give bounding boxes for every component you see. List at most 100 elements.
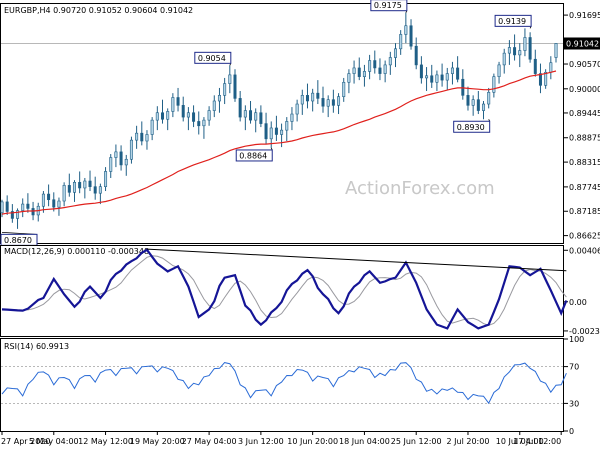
candle-body (399, 34, 403, 50)
rsi-panel-frame (0, 338, 564, 432)
candle-body (26, 203, 30, 209)
watermark: ActionForex.com (345, 178, 495, 199)
x-tick-label: 27 Apr 2020 (1, 437, 50, 446)
annotation-label: 0.9175 (374, 1, 402, 10)
candle-body (197, 121, 201, 127)
price-y-tick-label: 0.88875 (569, 134, 600, 143)
candle-body (373, 60, 377, 69)
candle-body (538, 73, 542, 86)
price-annotations: 0.8670 0.9054 0.8864 0.9175 0.8930 0.9139 (0, 0, 532, 246)
candle-body (492, 76, 496, 93)
candle-body (321, 98, 325, 107)
x-tick-label: 25 Jun 12:00 (391, 437, 442, 446)
candles (0, 12, 558, 229)
candle-body (295, 103, 299, 115)
candle-body (554, 43, 558, 58)
rsi-levels (1, 366, 563, 404)
x-tick-label: 10 Jun 20:00 (287, 437, 338, 446)
price-y-axis: 0.91695 0.90570 0.90000 0.89445 0.88875 0.883… (564, 11, 600, 241)
candle-body (150, 119, 154, 135)
current-price-marker: 0.91042 (564, 37, 600, 50)
candle-body (280, 129, 284, 135)
rsi-panel: RSI(14) 60.9913 100 70 30 0 (0, 335, 584, 436)
x-tick-label: 17 Jul 12:00 (513, 437, 561, 446)
price-y-tick-label: 0.91695 (569, 11, 600, 20)
candle-body (445, 73, 449, 81)
candle-body (450, 67, 454, 74)
candle-body (425, 75, 429, 79)
candle-body (78, 182, 82, 189)
candle-body (0, 201, 4, 214)
price-panel-header: EURGBP,H4 0.90720 0.91052 0.90604 0.9104… (4, 6, 193, 15)
candle-body (72, 182, 76, 193)
candle-body (331, 99, 335, 106)
candle-body (129, 139, 133, 160)
macd-signal-line (1, 255, 567, 326)
candle-body (145, 134, 149, 142)
rsi-line (1, 362, 567, 405)
candle-body (259, 112, 263, 124)
candle-body (109, 157, 113, 172)
annotation-label: 0.8670 (4, 236, 32, 245)
candle-body (419, 64, 423, 79)
candle-body (228, 74, 232, 84)
candle-body (368, 60, 372, 72)
price-y-tick-label: 0.89445 (569, 109, 600, 118)
candle-body (497, 64, 501, 77)
candle-body (518, 50, 522, 56)
candle-body (466, 95, 470, 106)
x-tick-label: 19 May 20:00 (130, 437, 185, 446)
candle-body (155, 112, 159, 121)
candle-body (124, 158, 128, 166)
candle-body (104, 171, 108, 187)
candle-body (98, 186, 102, 194)
x-tick-label: 18 Jun 04:00 (339, 437, 390, 446)
candle-body (456, 67, 460, 80)
candle-body (10, 211, 14, 219)
candle-body (254, 112, 258, 121)
candle-body (378, 67, 382, 74)
candle-body (119, 151, 123, 166)
candle-body (337, 96, 341, 106)
macd-y-tick-label: 0.004062 (569, 246, 600, 255)
candle-body (212, 100, 216, 111)
annotation-box (453, 120, 491, 133)
candle-body (352, 67, 356, 74)
macd-line (1, 248, 568, 330)
candle-body (513, 47, 517, 56)
candle-body (544, 71, 548, 86)
price-y-tick-label: 0.86625 (569, 232, 600, 241)
candle-body (233, 74, 237, 99)
candle-body (404, 25, 408, 35)
rsi-y-tick-label: 100 (569, 335, 584, 344)
rsi-y-axis: 100 70 30 0 (564, 335, 584, 436)
x-tick-label: 12 May 12:00 (78, 437, 133, 446)
price-y-tick-label: 0.90570 (569, 60, 600, 69)
candle-body (192, 112, 196, 122)
price-y-tick-label: 0.87185 (569, 207, 600, 216)
candle-body (482, 103, 486, 111)
candle-body (362, 71, 366, 77)
candle-body (140, 132, 144, 142)
candle-body (207, 110, 211, 121)
candle-body (523, 37, 527, 51)
macd-panel-frame (0, 245, 564, 337)
candle-body (161, 112, 165, 120)
candle-body (202, 119, 206, 127)
annotation-label: 0.8864 (239, 151, 267, 160)
rsi-y-tick-label: 0 (569, 427, 574, 436)
annotation-label: 0.9139 (498, 17, 526, 26)
candle-body (114, 151, 118, 158)
candle-body (300, 95, 304, 105)
candle-body (67, 185, 71, 193)
candle-body (41, 193, 45, 207)
candle-body (52, 199, 56, 208)
candle-body (316, 92, 320, 99)
x-tick-label: 27 May 04:00 (182, 437, 237, 446)
price-y-tick-label: 0.87745 (569, 183, 600, 192)
candle-body (285, 121, 289, 131)
candle-body (166, 111, 170, 120)
candle-body (528, 37, 532, 60)
candle-body (93, 186, 97, 194)
